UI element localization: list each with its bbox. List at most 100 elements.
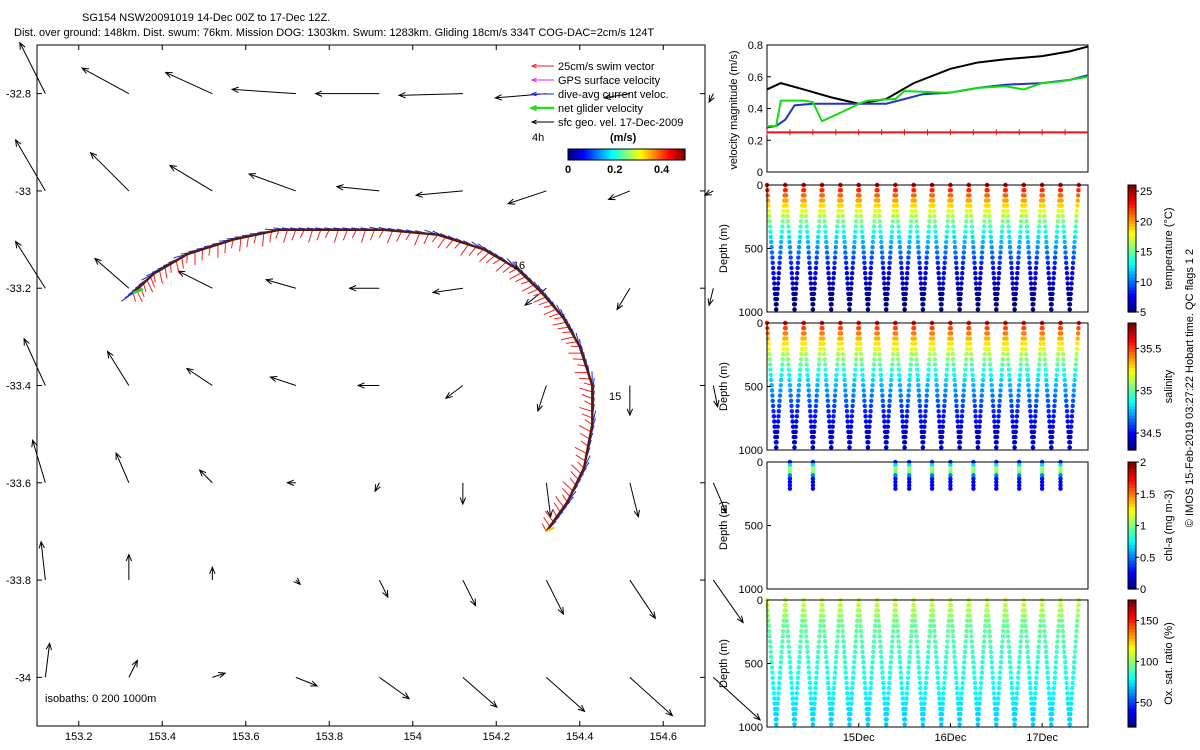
chla-cb-cell-6 xyxy=(1128,566,1136,571)
colorbar-cell-10 xyxy=(587,149,591,160)
salinity-pt-14-0-7 xyxy=(1024,357,1029,362)
oxygen-pt-5-0-5 xyxy=(858,623,863,629)
oxygen-pt-6-0-1 xyxy=(875,603,880,608)
chla-points xyxy=(787,459,1063,491)
swim-vector-14 xyxy=(574,446,587,455)
salinity-pt-8-0-12 xyxy=(916,383,921,388)
chla-pt-10-7 xyxy=(1058,483,1063,488)
salinity-pt-7-1-18 xyxy=(909,351,914,357)
salinity-pt-8-1-13 xyxy=(925,377,931,383)
geo-vector-7 xyxy=(603,93,630,101)
temperature-pt-5-0-6 xyxy=(858,213,864,219)
oxygen-pt-3-1-4 xyxy=(830,701,835,706)
temperature-cb-cell-6 xyxy=(1128,289,1136,294)
oxygen-pt-1-1-19 xyxy=(799,623,804,629)
salinity-pt-0-1-13 xyxy=(778,377,784,383)
oxygen-pt-9-0-1 xyxy=(930,603,935,608)
temperature-pt-1-1-11 xyxy=(796,250,801,255)
oxygen-pt-10-1-7 xyxy=(960,686,965,691)
legend-label-2: dive-avg current veloc. xyxy=(558,89,669,101)
chla-pt-3-3 xyxy=(907,469,912,475)
oxygen-pt-11-1-12 xyxy=(980,660,985,665)
oxygen-pt-10-1-9 xyxy=(960,675,966,680)
geo-vector-26 xyxy=(707,288,714,307)
salinity-pt-4-0-8 xyxy=(841,362,846,367)
salinity-pt-10-1-16 xyxy=(963,362,968,367)
temperature-pt-7-0-9 xyxy=(896,229,901,234)
chla-cb-cell-34 xyxy=(1128,477,1136,482)
geo-vector-36-shaft xyxy=(32,440,46,483)
oxygen-cb-cell-8 xyxy=(1128,698,1136,703)
oxygen-pt-13-1-10 xyxy=(1016,670,1021,675)
oxygen-cb-cell-13 xyxy=(1128,682,1136,687)
temperature-pt-11-0-16 xyxy=(972,265,978,271)
chla-pt-0-2 xyxy=(787,466,793,471)
oxygen-pt-8-0-8 xyxy=(914,639,919,644)
oxygen-pt-5-0-14 xyxy=(861,670,867,675)
temperature-pt-15-1-10 xyxy=(1052,255,1058,260)
temperature-pt-2-1-2 xyxy=(811,296,816,302)
salinity-pt-3-0-2 xyxy=(820,331,825,336)
oxygen-cb-cell-9 xyxy=(1128,695,1136,700)
salinity-cb-cell-0 xyxy=(1128,446,1136,451)
temperature-pt-16-0-5 xyxy=(1060,208,1065,214)
temperature-pt-1-1-9 xyxy=(795,260,801,265)
swim-vector-82 xyxy=(246,236,250,248)
oxygen-pt-10-0-4 xyxy=(949,618,955,623)
oxygen-pt-16-0-9 xyxy=(1061,644,1067,649)
salinity-pt-6-0-4 xyxy=(876,341,881,346)
geo-vector-24-shaft xyxy=(524,287,547,306)
salinity-pt-15-1-13 xyxy=(1054,377,1059,383)
salinity-pt-16-1-5 xyxy=(1069,419,1074,424)
salinity-pt-3-0-13 xyxy=(824,388,830,393)
oxygen-pt-2-0-7 xyxy=(804,634,809,639)
geo-vector-30-head xyxy=(269,375,278,383)
oxygen-pt-14-1-12 xyxy=(1035,660,1040,665)
salinity-cb-cell-11 xyxy=(1128,411,1136,416)
temperature-pt-7-0-10 xyxy=(897,234,902,240)
oxygen-pt-11-0-4 xyxy=(968,618,973,623)
salinity-pt-0-1-6 xyxy=(776,414,781,419)
salinity-pt-0-1-16 xyxy=(780,362,785,367)
oxygen-pt-1-0-3 xyxy=(784,613,789,618)
salinity-pt-2-1-0 xyxy=(810,445,816,450)
temperature-pt-6-1-12 xyxy=(888,245,893,250)
temperature-pt-12-0-7 xyxy=(987,219,992,224)
oxygen-pt-1-0-7 xyxy=(785,634,791,639)
temperature-pt-7-1-20 xyxy=(910,203,915,208)
salinity-pt-14-1-3 xyxy=(1031,429,1037,435)
oxygen-pt-11-0-7 xyxy=(969,634,974,639)
salinity-pt-6-1-11 xyxy=(888,388,893,393)
temperature-pt-11-0-20 xyxy=(974,286,979,291)
geo-vector-47 xyxy=(209,566,216,581)
salinity-pt-11-1-12 xyxy=(980,383,985,388)
salinity-pt-6-0-14 xyxy=(880,393,885,398)
salinity-pt-3-1-12 xyxy=(833,383,838,388)
temperature-pt-15-1-11 xyxy=(1053,250,1058,255)
oxygen-pt-2-0-20 xyxy=(809,701,814,706)
chla-cb-tick-label-0: 0 xyxy=(1140,584,1146,596)
salinity-pt-10-1-19 xyxy=(964,346,970,352)
chla-cb-cell-20 xyxy=(1128,522,1136,527)
swim-vector-43 xyxy=(527,288,539,295)
temperature-pt-8-0-8 xyxy=(914,224,919,229)
salinity-pt-8-1-0 xyxy=(920,445,926,450)
vel-ytick-label-0: 0 xyxy=(757,167,763,179)
temperature-pt-12-0-2 xyxy=(985,193,991,198)
salinity-pt-2-0-15 xyxy=(807,398,812,403)
geo-vector-56 xyxy=(212,672,227,679)
temperature-pt-13-1-14 xyxy=(1017,234,1023,240)
oxygen-pt-15-0-7 xyxy=(1042,634,1048,639)
temperature-pt-1-0-11 xyxy=(787,239,792,245)
temperature-pt-1-1-8 xyxy=(795,265,800,271)
colorbar-cell-11 xyxy=(589,149,592,160)
temperature-pt-6-1-3 xyxy=(885,291,890,297)
geo-vector-46-head xyxy=(125,553,133,562)
temperature-pt-3-1-6 xyxy=(831,276,836,281)
salinity-pt-0-1-20 xyxy=(781,341,786,346)
temperature-pt-2-0-6 xyxy=(803,213,809,219)
salinity-pt-9-0-17 xyxy=(936,409,941,414)
salinity-pt-8-1-4 xyxy=(922,424,927,429)
salinity-pt-5-0-13 xyxy=(861,388,866,393)
temperature-cb-cell-10 xyxy=(1128,277,1136,281)
